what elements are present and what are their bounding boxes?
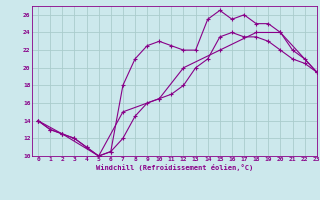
X-axis label: Windchill (Refroidissement éolien,°C): Windchill (Refroidissement éolien,°C) bbox=[96, 164, 253, 171]
